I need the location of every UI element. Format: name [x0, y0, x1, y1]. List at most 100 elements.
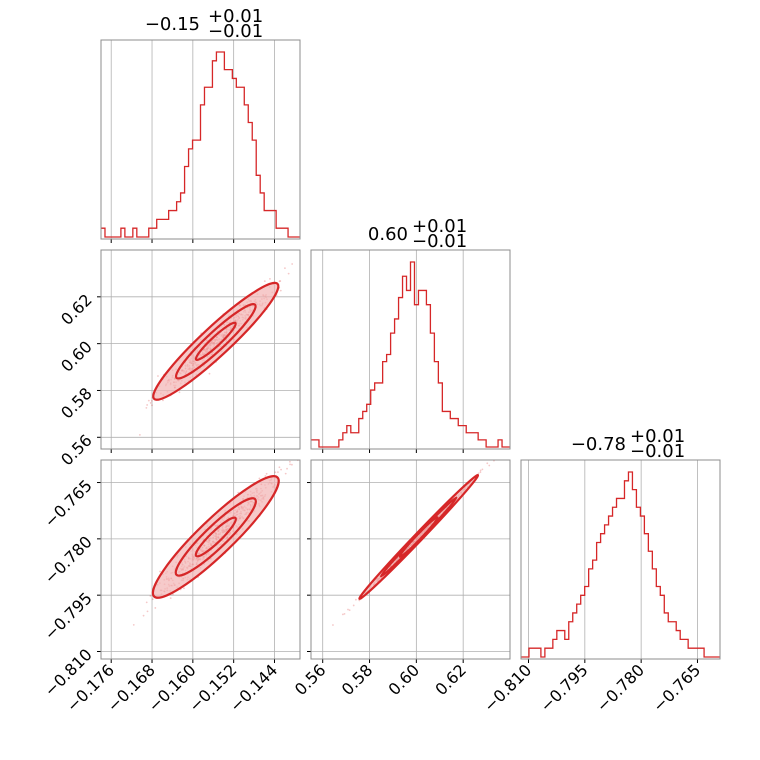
title-param-0-lower: −0.01 [208, 21, 263, 42]
y-tick-label: 0.60 [57, 337, 96, 376]
grid-lines [322, 250, 464, 449]
density-contour [152, 281, 280, 401]
y-tick-label: −0.795 [41, 589, 96, 644]
sample-point [280, 468, 282, 471]
sample-point [278, 280, 281, 283]
sample-point [348, 609, 351, 612]
sample-point [146, 610, 149, 613]
sample-point [289, 463, 291, 466]
y-tick-label: 0.62 [57, 290, 96, 329]
grid-lines [528, 460, 698, 659]
scatter-panel-param-2-vs-param-1: 0.56 0.58 0.60 0.62 [291, 459, 511, 699]
title-param-0: −0.15 [145, 14, 200, 35]
title-param-2: −0.78 [571, 434, 626, 455]
density-contour [398, 516, 439, 558]
sample-point [278, 466, 281, 469]
title-param-0-upper: +0.01 [208, 6, 263, 27]
histogram-panel-param-0 [100, 39, 301, 243]
sample-point [157, 375, 159, 377]
scatter-panel-param-2-vs-param-0: −0.176−0.168−0.160−0.152−0.144−0.810−0.7… [41, 459, 301, 716]
x-tick-label: −0.780 [593, 660, 648, 715]
histogram-steps [101, 51, 300, 238]
sample-point [269, 277, 271, 280]
sample-point [286, 467, 288, 470]
y-tick-label: −0.765 [41, 476, 96, 531]
sample-point [274, 471, 277, 474]
sample-point [481, 468, 484, 471]
sample-point [279, 280, 282, 282]
sample-point [343, 612, 346, 615]
x-tick-label: −0.795 [536, 660, 591, 715]
sample-point [149, 402, 152, 404]
panel-frame [310, 249, 511, 450]
density-contour [151, 475, 280, 599]
sample-point [291, 263, 294, 265]
histogram-panel-param-2: −0.810 −0.795 −0.780 −0.765 [480, 459, 721, 716]
sample-point [264, 475, 267, 477]
sample-point [138, 433, 141, 436]
sample-point [162, 399, 164, 402]
sample-point [332, 624, 334, 626]
histogram-steps [311, 261, 510, 448]
sample-point [169, 597, 172, 600]
sample-point [154, 607, 157, 609]
scatter-panel-param-1-vs-param-0: 0.56 0.58 0.60 0.62 [57, 249, 301, 470]
grid-lines [311, 460, 510, 659]
sample-point [146, 404, 149, 406]
sample-point [277, 471, 279, 474]
sample-point [237, 491, 240, 494]
sample-point [287, 272, 290, 275]
sample-point [288, 460, 291, 463]
panel-frame [100, 459, 301, 660]
density-contour [174, 497, 257, 577]
sample-point [347, 608, 349, 611]
sample-point [486, 462, 489, 465]
density-contour [194, 516, 237, 558]
sample-point [183, 587, 185, 590]
x-tick-label: 0.56 [291, 660, 330, 699]
density-contour [194, 321, 237, 361]
sample-point [151, 598, 154, 601]
panel-frame [310, 459, 511, 660]
y-tick-label: 0.56 [57, 431, 96, 470]
title-param-1-upper: +0.01 [412, 216, 467, 237]
histogram-panel-param-1 [310, 249, 511, 453]
sample-point [149, 595, 152, 597]
title-param-2-lower: −0.01 [630, 441, 685, 462]
sample-point [265, 472, 268, 475]
sample-point [147, 399, 150, 402]
sample-point [258, 477, 261, 480]
sample-point [132, 623, 135, 626]
y-tick-label: 0.58 [57, 384, 96, 423]
sample-point [477, 472, 480, 475]
sample-point [352, 604, 355, 607]
sample-point [291, 463, 293, 466]
sample-point [479, 471, 482, 474]
title-param-1: 0.60 [368, 224, 408, 245]
x-tick-label: 0.62 [431, 660, 470, 699]
sample-point [145, 406, 148, 409]
sample-point [159, 570, 161, 573]
x-tick-label: −0.765 [649, 660, 704, 715]
grid-lines [101, 250, 300, 449]
y-tick-label: −0.780 [41, 532, 96, 587]
title-param-1-lower: −0.01 [412, 231, 467, 252]
x-tick-label: −0.810 [480, 660, 535, 715]
sample-point [358, 599, 361, 602]
sample-point [208, 372, 211, 375]
sample-point [178, 391, 181, 394]
x-tick-label: 0.60 [385, 660, 424, 699]
sample-point [279, 289, 282, 292]
sample-point [341, 613, 344, 616]
sample-point [355, 598, 357, 601]
panel-frame [520, 459, 721, 660]
density-contour [174, 303, 257, 380]
sample-point [263, 280, 266, 283]
x-tick-label: 0.58 [338, 660, 377, 699]
sample-point [151, 404, 153, 407]
sample-point [142, 614, 145, 617]
sample-point [488, 464, 491, 467]
density-contour [358, 473, 480, 600]
sample-point [150, 399, 153, 402]
